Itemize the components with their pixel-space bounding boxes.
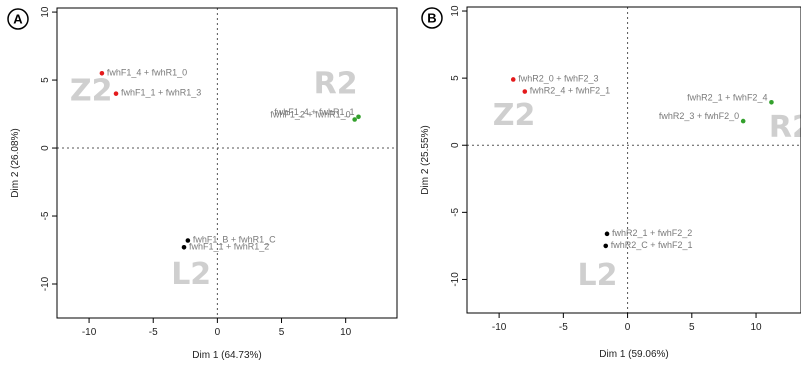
cluster-label-z2: Z2 <box>493 98 536 133</box>
y-tick-label: 0 <box>450 142 461 148</box>
panel-letter: A <box>13 12 23 27</box>
data-point <box>510 77 516 82</box>
x-tick-label: 10 <box>340 327 352 338</box>
x-tick-label: 5 <box>689 322 695 333</box>
y-tick-label: 10 <box>40 6 51 18</box>
panel-a: Z2 R2 L2 fwhF1_4 + fwhR1_0 fwhF1_1 + fwhR1_3… <box>7 6 398 361</box>
data-point <box>352 117 357 122</box>
y-tick-label: -5 <box>40 211 51 220</box>
point-label: fwhR2_3 + fwhF2_0 <box>659 111 739 121</box>
point-label: fwhF1_4 + fwhR1_1 <box>274 107 354 117</box>
plot-frame <box>466 6 801 314</box>
panel-letter: B <box>427 11 436 26</box>
data-point <box>604 231 610 237</box>
x-tick-label: -10 <box>492 322 507 333</box>
y-tick-label: 5 <box>40 77 51 83</box>
x-tick-label: 10 <box>750 322 762 333</box>
cluster-label-r2: R2 <box>314 67 358 102</box>
panel-b: Z2 R2 L2 fwhR2_0 + fwhF2_3 fwhR2_4 + fwhF2_1… <box>420 5 801 360</box>
point-label: fwhF1_4 + fwhR1_0 <box>107 67 187 77</box>
point-label: fwhR2_0 + fwhF2_3 <box>518 73 598 83</box>
cluster-label-z2: Z2 <box>70 73 113 108</box>
x-tick-label: 5 <box>279 327 285 338</box>
y-tick-label: -5 <box>450 207 461 216</box>
data-point <box>185 238 191 243</box>
data-point <box>603 243 609 249</box>
data-point <box>99 70 105 76</box>
point-label: fwhR2_1 + fwhF2_2 <box>612 228 692 238</box>
point-label: fwhF1_1 + fwhR1_3 <box>121 88 201 98</box>
cluster-label-r2: R2 <box>769 110 801 145</box>
y-tick-label: 10 <box>450 5 461 17</box>
x-tick-label: -5 <box>149 327 158 338</box>
y-tick-label: -10 <box>40 276 51 291</box>
data-point <box>522 89 528 94</box>
cluster-label-l2: L2 <box>577 258 617 293</box>
point-label: fwhF1_2 + fwhR1_0 <box>270 109 350 119</box>
x-tick-label: -10 <box>82 327 97 338</box>
cluster-label-l2: L2 <box>171 257 211 292</box>
point-label: fwhR2_C + fwhF2_1 <box>611 240 693 250</box>
y-axis-title: Dim 2 (25.55%) <box>420 125 431 194</box>
y-tick-label: -10 <box>450 272 461 287</box>
x-axis-title: Dim 1 (59.06%) <box>599 349 668 360</box>
y-tick-label: 0 <box>40 145 51 151</box>
x-tick-label: -5 <box>559 322 568 333</box>
panel-badge <box>7 8 29 30</box>
point-label: fwhF1_B + fwhR1_C <box>193 235 276 245</box>
x-axis-title: Dim 1 (64.73%) <box>192 350 261 361</box>
point-label: fwhR2_4 + fwhF2_1 <box>530 86 610 96</box>
x-tick-label: 0 <box>215 327 221 338</box>
point-label: fwhR2_1 + fwhF2_4 <box>687 92 767 102</box>
data-point <box>181 244 187 250</box>
x-tick-label: 0 <box>625 322 631 333</box>
plot-area: Z2 R2 L2 fwhF1_4 + fwhR1_0 fwhF1_1 + fwhR1_3… <box>57 8 397 318</box>
data-point <box>113 91 119 96</box>
data-point <box>740 118 746 124</box>
data-point <box>769 99 774 105</box>
data-point <box>356 114 361 120</box>
panel-badge <box>421 7 443 29</box>
point-label: fwhF1_1 + fwhR1_2 <box>189 241 269 251</box>
y-tick-label: 5 <box>450 75 461 81</box>
y-axis-title: Dim 2 (26.08%) <box>10 128 21 197</box>
plot-area: Z2 R2 L2 fwhR2_0 + fwhF2_3 fwhR2_4 + fwhF2_1… <box>467 7 801 313</box>
plot-frame <box>56 7 398 319</box>
